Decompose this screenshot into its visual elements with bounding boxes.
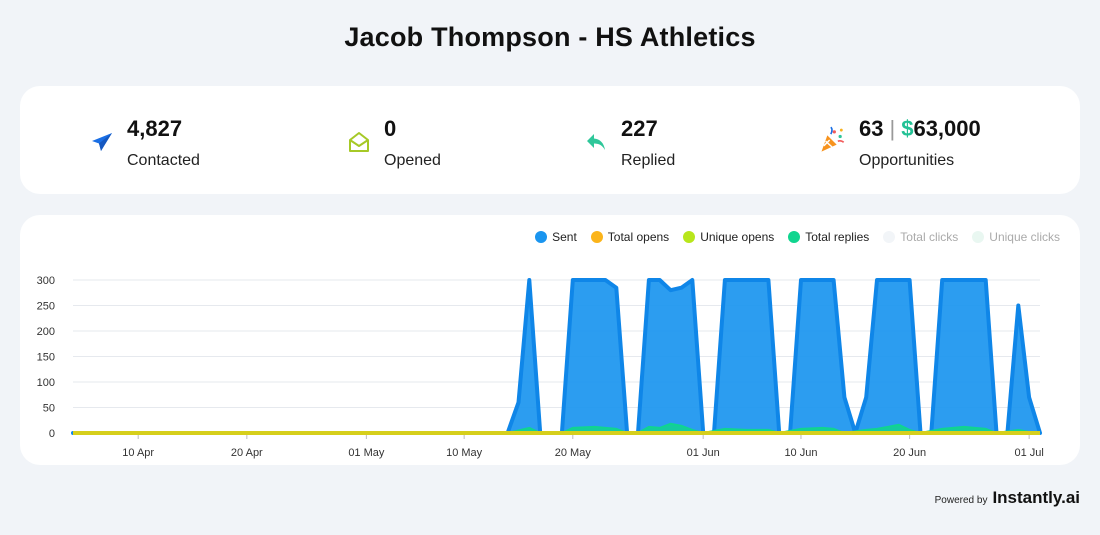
reply-arrow-icon <box>587 134 605 150</box>
opened-label: Opened <box>384 152 441 169</box>
powered-by[interactable]: Powered by Instantly.ai <box>935 488 1080 508</box>
series-total-replies-area <box>73 422 1041 435</box>
legend-label: Unique clicks <box>989 230 1060 244</box>
legend-dot <box>590 231 603 243</box>
area-chart: 0 50 100 150 200 250 300 10 Apr 20 Apr 01 May 10 M… <box>37 275 1044 459</box>
powered-by-label: Powered by <box>934 495 988 506</box>
paper-plane-icon <box>92 133 112 151</box>
party-popper-icon <box>821 126 845 152</box>
legend-item-unique-opens[interactable]: Unique opens <box>683 230 774 244</box>
stats-card: 4,827 Contacted 0 Opened 227 Replied 63 |… <box>20 86 1080 194</box>
legend-item-total-opens[interactable]: Total opens <box>590 230 670 244</box>
opportunities-count: 63 <box>859 116 884 141</box>
x-tick-label: 01 May <box>348 447 385 459</box>
legend-dot <box>535 231 548 243</box>
series-sent-area <box>71 278 1042 435</box>
y-tick-label: 300 <box>37 275 55 287</box>
legend-item-sent[interactable]: Sent <box>535 230 577 244</box>
currency-symbol: $ <box>901 116 914 141</box>
x-tick-label: 10 Apr <box>122 447 154 459</box>
legend-dot <box>972 231 985 243</box>
legend-item-unique-clicks[interactable]: Unique clicks <box>972 230 1060 244</box>
legend-dot <box>788 231 801 243</box>
legend-item-total-replies[interactable]: Total replies <box>788 230 869 244</box>
x-tick-label: 20 May <box>555 447 592 459</box>
opportunities-label: Opportunities <box>859 152 955 169</box>
y-tick-label: 250 <box>37 301 55 313</box>
x-tick-label: 20 Apr <box>231 447 263 459</box>
legend-label: Sent <box>552 230 577 244</box>
opportunities-value: 63 | $63,000 <box>859 116 981 142</box>
x-tick-label: 01 Jun <box>687 447 720 459</box>
y-tick-label: 0 <box>49 428 55 440</box>
x-tick-label: 10 Jun <box>784 447 817 459</box>
envelope-open-icon <box>349 132 369 152</box>
x-tick-label: 10 May <box>446 447 483 459</box>
contacted-value: 4,827 <box>127 116 183 141</box>
legend-dot <box>883 231 896 243</box>
legend-label: Unique opens <box>700 230 775 244</box>
x-tick-label: 20 Jun <box>893 447 926 459</box>
brand-logo: Instantly.ai <box>992 488 1080 507</box>
opportunities-amount: 63,000 <box>913 116 981 141</box>
chart-legend: Sent Total opens Unique opens Total replies… <box>535 230 1060 244</box>
contacted-label: Contacted <box>127 152 200 169</box>
replied-label: Replied <box>621 152 676 169</box>
y-tick-label: 50 <box>43 403 55 415</box>
opportunities-separator: | <box>889 116 896 141</box>
page-title: Jacob Thompson - HS Athletics <box>344 22 756 52</box>
legend-dot <box>683 231 696 243</box>
legend-item-total-clicks[interactable]: Total clicks <box>883 230 958 244</box>
opened-value: 0 <box>384 116 397 141</box>
x-tick-label: 01 Jul <box>1014 447 1043 459</box>
y-tick-label: 150 <box>37 352 55 364</box>
chart-card: 0 50 100 150 200 250 300 10 Apr 20 Apr 01 May 10 M… <box>20 215 1080 465</box>
y-tick-label: 200 <box>37 326 55 338</box>
replied-value: 227 <box>621 116 658 141</box>
y-tick-label: 100 <box>37 377 55 389</box>
legend-label: Total clicks <box>900 230 959 244</box>
legend-label: Total opens <box>607 230 670 244</box>
legend-label: Total replies <box>805 230 870 244</box>
